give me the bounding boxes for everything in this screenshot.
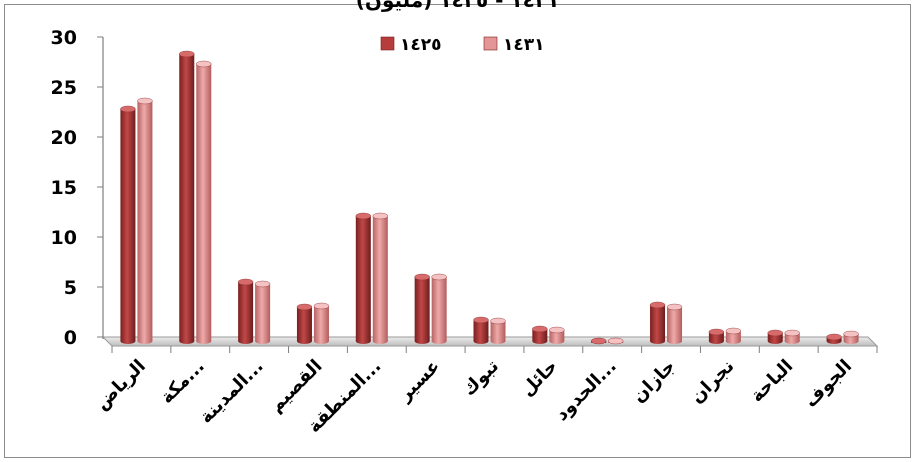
bar xyxy=(237,278,254,344)
bar xyxy=(607,337,624,345)
bar xyxy=(708,328,725,344)
bar xyxy=(532,325,548,344)
y-tick-label: 10 xyxy=(51,227,77,249)
legend-label: ١٤٣١ xyxy=(503,35,545,55)
legend-swatch xyxy=(483,36,498,51)
bar xyxy=(666,303,683,344)
bar xyxy=(549,326,565,344)
x-tick-label: الحدود... xyxy=(551,356,620,425)
y-tick-label: 25 xyxy=(51,77,77,99)
x-tick-label: جازان xyxy=(628,356,679,407)
bar xyxy=(313,302,330,344)
bar xyxy=(590,337,607,345)
bar xyxy=(843,330,859,344)
bar xyxy=(120,105,136,344)
bar xyxy=(296,303,313,344)
y-tick-label: 5 xyxy=(64,277,77,299)
y-tick-label: 0 xyxy=(64,327,77,349)
bar xyxy=(784,329,800,344)
bar xyxy=(137,97,153,344)
x-tick-label: عسير xyxy=(394,356,444,406)
x-tick-label: حائل xyxy=(517,356,562,401)
bar xyxy=(196,60,212,344)
x-tick-label: مكة... xyxy=(156,356,208,408)
bar xyxy=(826,333,842,344)
x-tick-label: المدينة... xyxy=(196,356,268,428)
bar xyxy=(372,212,389,344)
y-tick-label: 20 xyxy=(51,127,77,149)
x-tick-label: الجوف xyxy=(800,356,856,412)
legend-swatch xyxy=(380,36,395,51)
bar xyxy=(355,212,372,344)
x-tick-label: نجران xyxy=(686,356,738,408)
chart-title: ١٤٣١ - ١٤٢٥ (مليون) xyxy=(355,0,560,12)
x-tick-label: تبوك xyxy=(459,356,503,400)
bar xyxy=(767,329,783,344)
bar xyxy=(649,301,666,344)
x-tick-label: الباحة xyxy=(746,356,797,407)
bar xyxy=(490,317,506,344)
bar xyxy=(431,273,447,344)
bar xyxy=(254,280,271,344)
bar xyxy=(179,50,195,344)
legend-label: ١٤٢٥ xyxy=(400,35,442,55)
y-tick-label: 15 xyxy=(51,177,77,199)
bar xyxy=(473,316,489,344)
x-tick-label: الرياض xyxy=(91,356,150,415)
chart-floor xyxy=(101,336,879,347)
bar xyxy=(725,327,742,344)
chart-frame xyxy=(4,4,911,458)
y-tick-label: 30 xyxy=(51,27,77,49)
bar xyxy=(414,273,430,344)
